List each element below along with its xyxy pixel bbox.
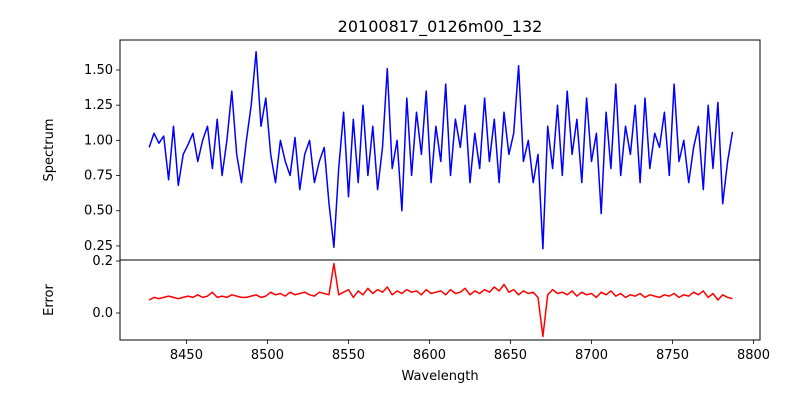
spectrum-axes-frame xyxy=(119,39,761,261)
y-tick-label: 1.00 xyxy=(84,133,113,148)
error-axes-frame xyxy=(119,259,761,341)
y-axis-label-spectrum: Spectrum xyxy=(42,119,57,182)
y-tick-label: 0.2 xyxy=(92,254,113,269)
y-tick-label: 1.50 xyxy=(84,63,113,78)
y-tick-label: 0.75 xyxy=(84,169,113,184)
x-tick-label: 8700 xyxy=(575,348,608,363)
x-axis-label: Wavelength xyxy=(401,369,478,384)
y-tick-label: 1.25 xyxy=(84,98,113,113)
spectrum-line xyxy=(148,50,734,250)
error-panel: 0.0 0.2 xyxy=(92,254,761,341)
x-tick-label: 8650 xyxy=(494,348,527,363)
x-tick-label: 8600 xyxy=(413,348,446,363)
x-tick-label: 8550 xyxy=(332,348,365,363)
x-tick-label: 8800 xyxy=(737,348,770,363)
x-axis: 8450 8500 8550 8600 8650 8700 8750 8800 xyxy=(170,340,770,363)
y-tick-label: 0.50 xyxy=(84,204,113,219)
x-tick-label: 8750 xyxy=(656,348,689,363)
y-axis-label-error: Error xyxy=(42,284,57,316)
x-tick-label: 8500 xyxy=(251,348,284,363)
chart-title: 20100817_0126m00_132 xyxy=(338,17,543,37)
y-tick-label: 0.25 xyxy=(84,239,113,254)
spectrum-panel: 0.25 0.50 0.75 1.00 1.25 1.50 xyxy=(84,39,761,261)
y-tick-label: 0.0 xyxy=(92,306,113,321)
x-tick-label: 8450 xyxy=(170,348,203,363)
error-line xyxy=(148,262,733,338)
